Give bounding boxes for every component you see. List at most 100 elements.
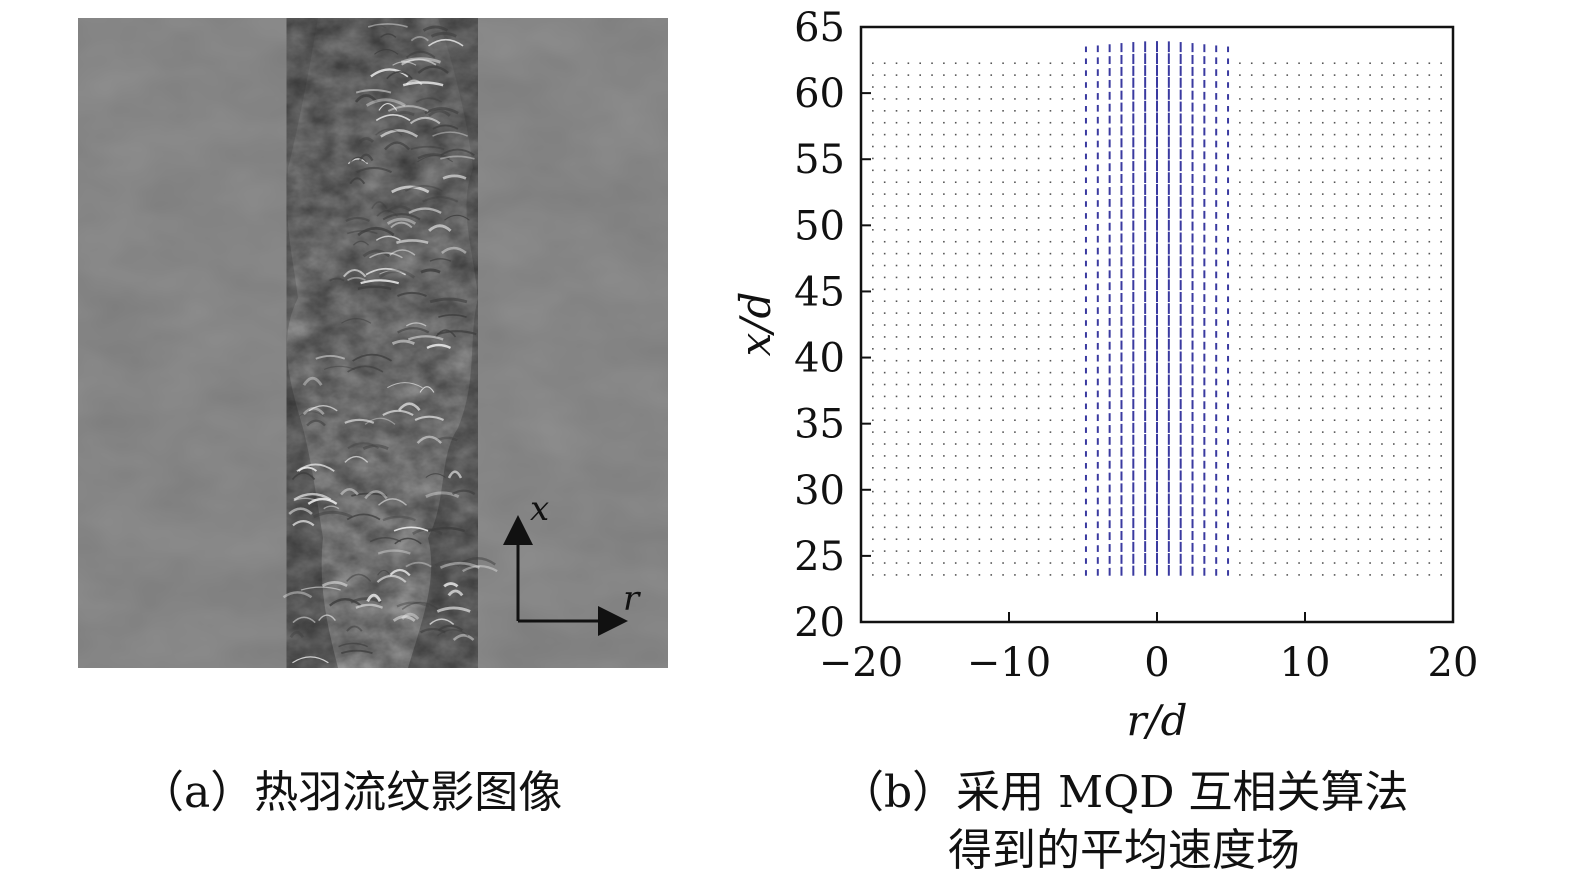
eddy-streak: [437, 624, 463, 632]
eddy-streak: [397, 327, 430, 334]
vector-field: [860, 41, 1454, 576]
eddy-streak: [302, 406, 325, 415]
caption-a: （a）热羽流纹影图像: [140, 767, 563, 818]
caption-b-line1: （b）采用 MQD 互相关算法: [840, 767, 1409, 818]
eddy-streak: [432, 124, 459, 130]
eddy-streak: [426, 343, 452, 349]
eddy-streak: [377, 569, 391, 576]
eddy-streak: [392, 61, 417, 66]
eddy-streak: [384, 141, 411, 151]
eddy-streak: [417, 65, 449, 74]
eddy-streak: [342, 268, 367, 278]
eddy-streak: [387, 382, 423, 389]
eddy-streak: [462, 565, 498, 573]
eddy-streak: [289, 631, 305, 639]
y-tick-label: 40: [794, 336, 845, 382]
eddy-streak: [329, 598, 362, 607]
eddy-streak: [422, 196, 459, 203]
eddy-streak: [300, 586, 341, 591]
eddy-streak: [352, 353, 392, 362]
y-tick-label: 20: [794, 600, 845, 646]
eddy-streak: [394, 537, 422, 545]
eddy-streak: [302, 376, 323, 386]
eddy-streak: [369, 252, 403, 259]
eddy-streak: [427, 109, 451, 117]
eddy-streak: [366, 593, 382, 602]
eddy-streak: [440, 148, 475, 157]
plume-texture: [286, 18, 478, 668]
eddy-streak: [441, 246, 467, 254]
y-axis-label: x/d: [731, 292, 780, 357]
eddy-streak: [380, 129, 419, 138]
eddy-streak: [424, 107, 459, 115]
eddy-streak: [412, 527, 443, 535]
eddy-streak: [382, 515, 416, 522]
eddy-streak: [390, 221, 413, 229]
eddy-streak: [437, 629, 469, 637]
eddy-streak: [371, 201, 388, 209]
y-tick-label: 30: [794, 468, 845, 514]
eddy-streak: [392, 615, 416, 622]
eddy-streak: [323, 365, 355, 371]
eddy-streak: [340, 649, 373, 655]
eddy-streak: [338, 642, 368, 648]
eddy-streak: [318, 614, 336, 621]
eddy-streak: [315, 354, 346, 360]
eddy-streak: [398, 402, 421, 412]
eddy-streak: [405, 322, 427, 327]
eddy-streak: [357, 285, 392, 291]
eddy-streak: [429, 297, 468, 304]
eddy-streak: [429, 258, 452, 262]
eddy-streak: [378, 498, 407, 506]
eddy-streak: [420, 268, 441, 274]
eddy-streak: [417, 155, 453, 163]
eddy-streak: [391, 185, 430, 194]
eddy-streak: [379, 270, 406, 275]
eddy-streak: [349, 156, 367, 163]
eddy-streak: [357, 226, 395, 237]
eddy-streak: [347, 276, 366, 282]
eddy-streak: [362, 444, 389, 451]
plume-eddies: [282, 23, 498, 664]
eddy-streak: [370, 24, 387, 29]
eddy-streak: [340, 488, 359, 496]
eddy-streak: [375, 113, 411, 122]
eddy-streak: [291, 472, 316, 480]
eddy-streak: [358, 153, 374, 162]
eddy-streak: [370, 68, 409, 78]
eddy-streak: [444, 214, 470, 221]
eddy-streak: [347, 365, 384, 373]
eddy-streak: [362, 249, 391, 258]
eddy-streak: [292, 616, 316, 624]
y-tick-label: 60: [794, 71, 845, 117]
schlieren-image-panel: x r: [78, 18, 668, 668]
eddy-streak: [405, 50, 436, 59]
eddy-streak: [293, 492, 332, 501]
eddy-streak: [292, 520, 315, 527]
eddy-streak: [344, 455, 369, 463]
eddy-streak: [382, 409, 414, 417]
eddy-streak: [401, 612, 420, 620]
eddy-streak: [427, 526, 466, 533]
eddy-streak: [407, 335, 444, 341]
eddy-streak: [380, 33, 397, 38]
eddy-streak: [354, 94, 378, 103]
eddy-streak: [404, 185, 443, 192]
eddy-streak: [344, 418, 375, 424]
eddy-streak: [386, 70, 413, 80]
eddy-streak: [451, 489, 476, 496]
eddy-streak: [346, 230, 378, 235]
eddy-streak: [349, 177, 366, 185]
eddy-streak: [459, 557, 496, 566]
eddy-streak: [442, 174, 467, 180]
eddy-streak: [428, 38, 464, 47]
y-tick-label: 65: [794, 5, 845, 51]
eddy-streak: [405, 561, 432, 568]
eddy-streak: [434, 560, 461, 567]
eddy-streak: [389, 568, 411, 577]
eddy-streak: [436, 606, 471, 613]
eddy-streak: [308, 405, 338, 412]
eddy-streak: [447, 470, 463, 479]
x-tick-label: 0: [1144, 640, 1169, 686]
eddy-streak: [439, 561, 480, 569]
